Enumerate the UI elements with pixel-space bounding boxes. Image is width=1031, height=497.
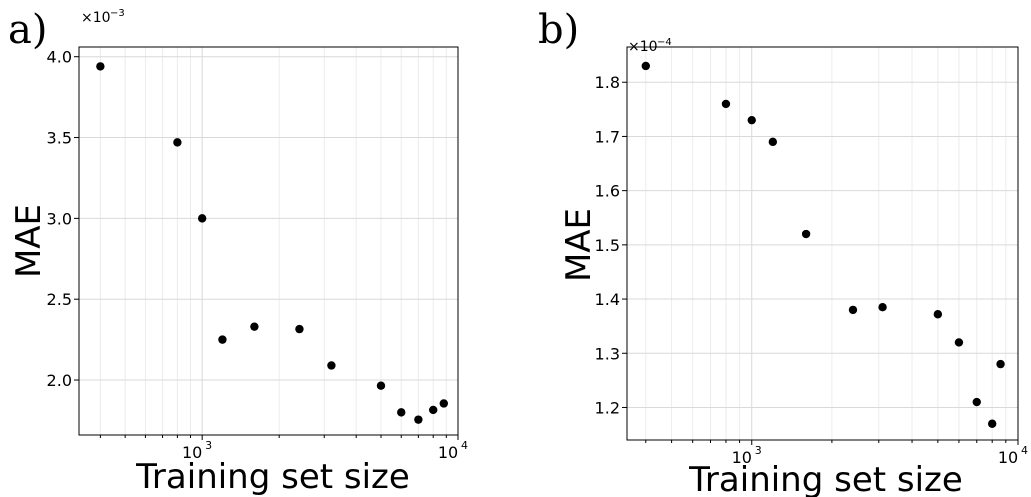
data-point-11 <box>439 399 448 408</box>
data-point-7 <box>933 310 943 319</box>
data-point-6 <box>878 302 887 312</box>
y-tick-label: 1.6 <box>595 182 620 201</box>
x-tick-exponent: 3 <box>205 439 212 452</box>
data-point-5 <box>295 324 304 334</box>
panel-letter: b) <box>538 7 579 53</box>
panel-b: 1.21.31.41.51.61.71.810 3 10 4×10 −4b)MAETra… <box>538 7 1028 497</box>
y-offset-exponent: −3 <box>110 8 125 19</box>
x-tick-exponent: 4 <box>461 439 468 452</box>
data-point-1 <box>173 138 182 147</box>
data-point-0 <box>641 61 650 71</box>
y-tick-label: 1.5 <box>595 236 620 255</box>
panel-letter: a) <box>8 7 47 53</box>
data-point-3 <box>768 137 778 147</box>
data-point-5 <box>848 305 858 315</box>
y-tick-label: 1.3 <box>595 344 620 363</box>
data-point-9 <box>972 397 981 407</box>
data-point-3 <box>218 335 227 344</box>
y-axis-label: MAE <box>559 208 599 282</box>
y-tick-label: 3.5 <box>47 129 72 148</box>
data-point-4 <box>250 322 259 331</box>
data-point-10 <box>987 419 997 428</box>
data-point-9 <box>414 415 423 424</box>
data-point-7 <box>376 381 386 390</box>
y-tick-label: 3.0 <box>47 209 72 228</box>
x-tick-exponent: 3 <box>755 444 762 457</box>
y-offset-label: ×10 <box>628 39 658 55</box>
x-tick-label: 10 <box>182 443 202 462</box>
y-tick-label: 1.4 <box>595 290 620 309</box>
plot-frame <box>78 46 459 436</box>
data-point-2 <box>747 115 756 125</box>
data-point-11 <box>996 359 1005 369</box>
data-point-8 <box>954 338 964 347</box>
data-point-4 <box>801 229 811 239</box>
y-offset-exponent: −4 <box>657 37 672 48</box>
data-point-2 <box>197 214 207 223</box>
y-tick-label: 4.0 <box>47 48 72 67</box>
x-tick-label: 10 <box>438 443 458 462</box>
y-axis-label: MAE <box>9 204 49 278</box>
x-axis-label: Training set size <box>688 460 963 497</box>
x-tick-label: 10 <box>998 448 1018 467</box>
y-tick-label: 1.7 <box>595 127 620 146</box>
data-point-0 <box>96 62 105 71</box>
data-point-1 <box>721 99 731 109</box>
data-point-6 <box>327 361 336 370</box>
plot-frame <box>626 46 1019 441</box>
data-point-8 <box>397 408 406 417</box>
y-tick-label: 2.0 <box>47 371 72 390</box>
x-axis-label: Training set size <box>135 457 410 497</box>
data-point-10 <box>429 405 438 415</box>
x-tick-exponent: 4 <box>1021 444 1028 457</box>
y-tick-label: 2.5 <box>47 290 72 309</box>
y-tick-label: 1.8 <box>595 73 620 92</box>
y-offset-label: ×10 <box>81 10 111 26</box>
panel-a: 2.02.53.03.54.010 3 10 4×10 −3a)MAETraining … <box>8 7 468 497</box>
x-tick-label: 10 <box>732 448 752 467</box>
y-tick-label: 1.2 <box>595 398 620 417</box>
